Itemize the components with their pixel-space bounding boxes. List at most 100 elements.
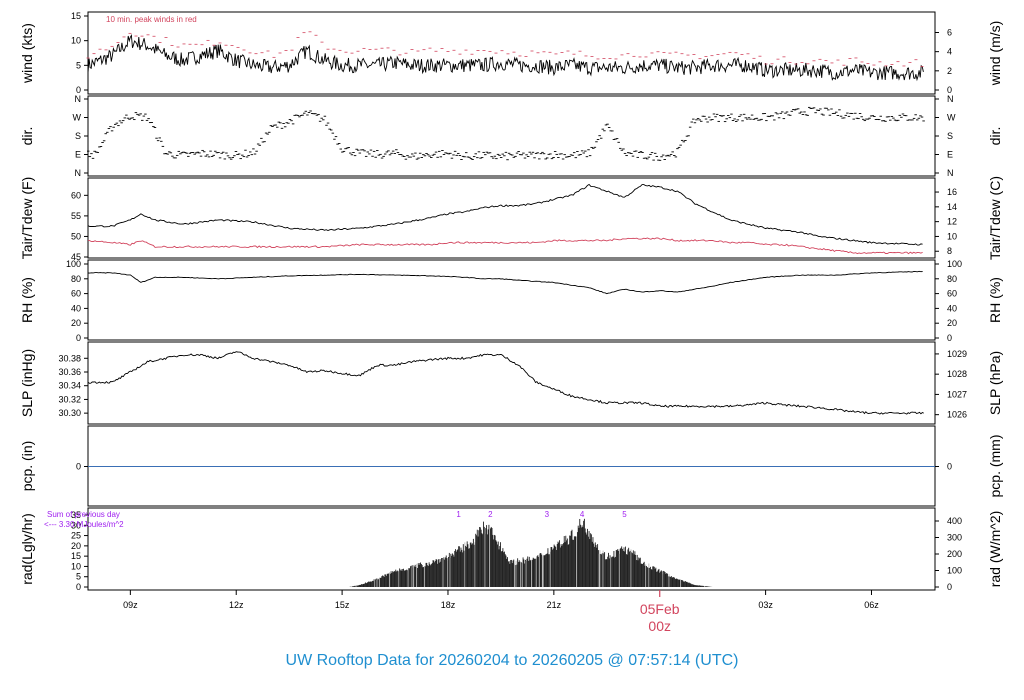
ytick-label-left-rh: 40	[71, 303, 81, 313]
ytick-label-left-dir: N	[75, 94, 82, 104]
rad-hour-mark-5: 5	[622, 510, 627, 519]
ytick-label-left-rh: 60	[71, 289, 81, 299]
ytick-label-left-temp: 50	[71, 231, 81, 241]
ylabel-left-slp: SLP (inHg)	[19, 349, 35, 417]
ytick-label-right-dir: N	[947, 168, 954, 178]
xtick-label-06z: 06z	[864, 600, 879, 610]
ytick-label-left-temp: 60	[71, 190, 81, 200]
ytick-label-left-temp: 55	[71, 211, 81, 221]
ylabel-right-rad: rad (W/m^2)	[987, 511, 1003, 588]
ytick-label-right-rad: 200	[947, 549, 962, 559]
ytick-label-right-slp: 1029	[947, 349, 967, 359]
rad-hour-mark-4: 4	[580, 510, 585, 519]
ytick-label-left-slp: 30.32	[58, 394, 81, 404]
rad-hour-mark-1: 1	[456, 510, 461, 519]
ytick-label-right-rh: 80	[947, 274, 957, 284]
ytick-label-right-temp: 14	[947, 202, 957, 212]
panel-frame-dir	[87, 95, 936, 177]
ytick-label-right-rh: 40	[947, 303, 957, 313]
ytick-label-right-temp: 12	[947, 217, 957, 227]
ytick-label-right-rad: 0	[947, 582, 952, 592]
ytick-label-left-rad: 35	[71, 510, 81, 520]
ytick-label-right-slp: 1027	[947, 389, 967, 399]
ytick-label-right-wind: 2	[947, 66, 952, 76]
ytick-label-left-rad: 25	[71, 531, 81, 541]
rad-hour-mark-2: 2	[488, 510, 493, 519]
ylabel-left-rad: rad(Lgly/hr)	[19, 513, 35, 585]
panel-frame-slp	[87, 341, 936, 425]
ytick-label-left-wind: 0	[76, 85, 81, 95]
ytick-label-left-wind: 5	[76, 60, 81, 70]
date-label: 05Feb	[640, 601, 680, 617]
ytick-label-left-dir: N	[75, 168, 82, 178]
panel-temp: Tair/Tdew (F) Tair/Tdew (C) 45 50 55 60 8 10 12 1…	[19, 176, 1003, 262]
panel-frame-temp	[87, 177, 936, 259]
panel-rad: rad(Lgly/hr) rad (W/m^2)05101520253035010…	[19, 507, 1003, 592]
ytick-label-left-rad: 5	[76, 572, 81, 582]
ytick-label-left-rad: 30	[71, 520, 81, 530]
ylabel-right-slp: SLP (hPa)	[987, 351, 1003, 415]
xtick-label-12z: 12z	[229, 600, 244, 610]
chart-title: UW Rooftop Data for 20260204 to 20260205…	[286, 652, 739, 669]
ytick-label-right-temp: 8	[947, 246, 952, 256]
rad-hour-mark-3: 3	[545, 510, 550, 519]
ytick-label-left-rh: 20	[71, 318, 81, 328]
tdew-line	[87, 237, 923, 255]
ytick-label-right-dir: E	[947, 150, 953, 160]
ytick-label-left-slp: 30.34	[58, 381, 81, 391]
ytick-label-right-rh: 60	[947, 289, 957, 299]
ylabel-right-dir: dir.	[987, 127, 1003, 146]
ylabel-left-rh: RH (%)	[19, 277, 35, 323]
wind-annotation: 10 min. peak winds in red	[106, 15, 197, 24]
ytick-label-right-rad: 100	[947, 566, 962, 576]
ytick-label-left-rad: 15	[71, 551, 81, 561]
panel-rh: RH (%) RH (%) 0 20 40 60 80 100 0 20 40 60 80 100	[19, 259, 1003, 343]
ytick-label-right-rh: 0	[947, 333, 952, 343]
ytick-label-left-pcp: 0	[76, 462, 81, 472]
x-axis: 09z 12z 15z 18z 21z 03z 06z	[123, 590, 879, 610]
ytick-label-left-rh: 100	[66, 259, 81, 269]
ytick-label-right-pcp: 0	[947, 462, 952, 472]
ytick-label-right-wind: 4	[947, 47, 952, 57]
panel-wind: wind (kts) wind (m/s) 0 5 10 15 0 2 4 6 10 min. pe…	[19, 11, 1003, 95]
ylabel-right-temp: Tair/Tdew (C)	[987, 176, 1003, 260]
ytick-label-left-rad: 10	[71, 561, 81, 571]
slp-line	[87, 351, 924, 415]
rad-annotation-2: <--- 3.30 MJoules/m^2	[44, 520, 124, 529]
panel-slp: SLP (inHg) SLP (hPa) 30.30 30.32 30.34 30.36 3…	[19, 341, 1003, 425]
ytick-label-left-rad: 0	[76, 582, 81, 592]
ylabel-left-temp: Tair/Tdew (F)	[19, 177, 35, 259]
wind-speed-line	[87, 33, 924, 82]
xtick-label-15z: 15z	[335, 600, 350, 610]
ytick-label-left-wind: 15	[71, 11, 81, 21]
ytick-label-right-temp: 16	[947, 187, 957, 197]
ytick-label-right-dir: S	[947, 131, 953, 141]
ytick-label-right-wind: 0	[947, 85, 952, 95]
xtick-label-21z: 21z	[547, 600, 562, 610]
ytick-label-left-wind: 10	[71, 36, 81, 46]
ytick-label-left-rad: 20	[71, 541, 81, 551]
rad-annotation-1: Sum of previous day	[47, 510, 120, 519]
panel-frame-rad	[87, 507, 936, 591]
ytick-label-right-rh: 20	[947, 318, 957, 328]
ytick-label-right-dir: N	[947, 94, 954, 104]
ytick-label-left-temp: 45	[71, 252, 81, 262]
ylabel-left-pcp: pcp. (in)	[19, 441, 35, 492]
ytick-label-right-rad: 400	[947, 516, 962, 526]
xtick-label-18z: 18z	[441, 600, 456, 610]
ytick-label-right-rh: 100	[947, 259, 962, 269]
ytick-label-left-rh: 80	[71, 274, 81, 284]
ytick-label-right-slp: 1026	[947, 410, 967, 420]
ytick-label-left-slp: 30.38	[58, 353, 81, 363]
rh-line	[87, 270, 923, 295]
ytick-label-left-dir: S	[75, 131, 81, 141]
ytick-label-right-temp: 10	[947, 231, 957, 241]
ylabel-right-rh: RH (%)	[987, 277, 1003, 323]
date-hour: 00z	[648, 618, 671, 634]
ytick-label-right-slp: 1028	[947, 369, 967, 379]
ytick-label-left-dir: E	[75, 150, 81, 160]
panel-frame-wind	[87, 11, 936, 95]
